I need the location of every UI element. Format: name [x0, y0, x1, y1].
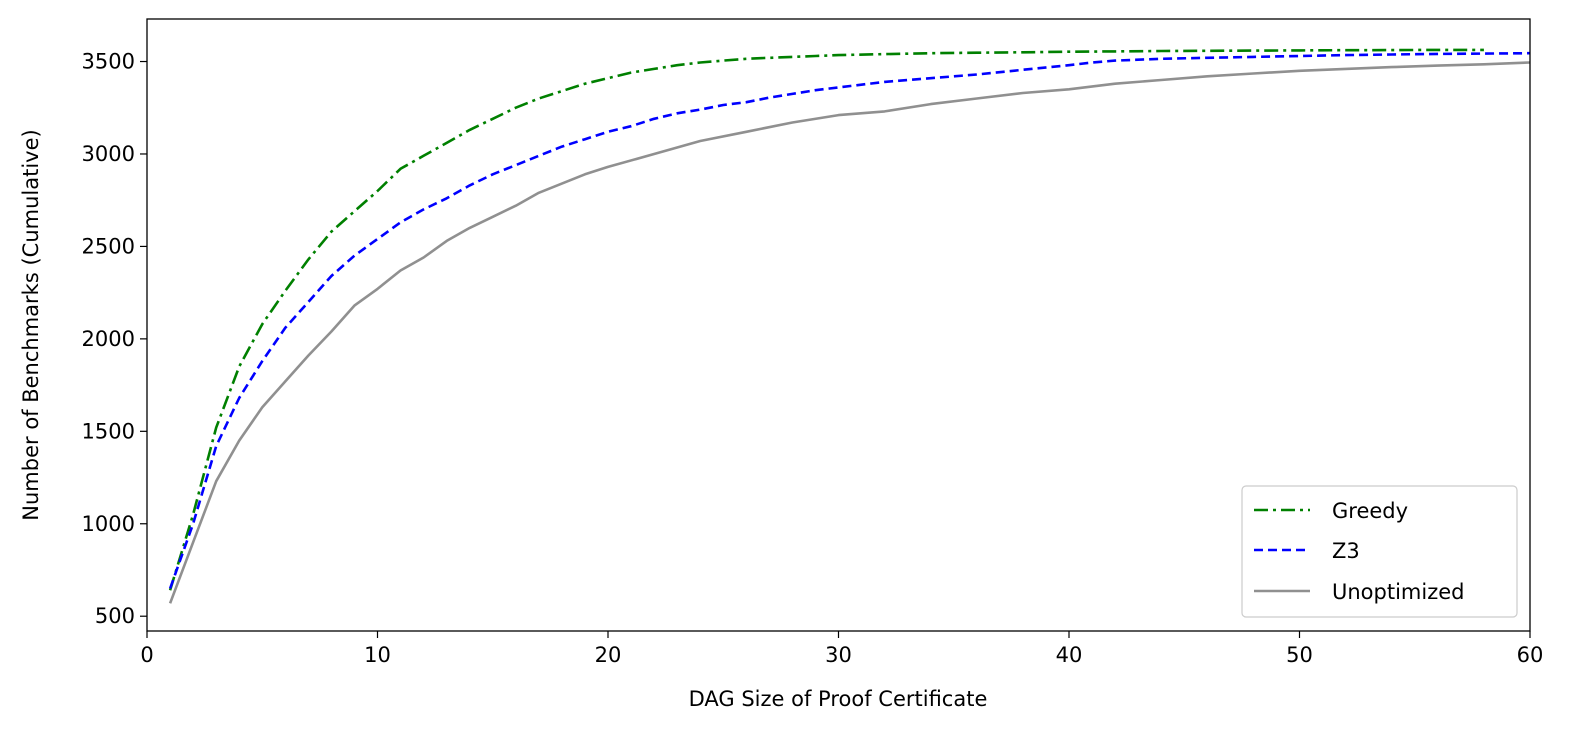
series-line-unoptimized	[168, 61, 1530, 604]
y-tick-label: 1000	[82, 512, 135, 536]
x-tick-label: 20	[595, 643, 622, 667]
legend-box	[1241, 485, 1518, 618]
x-tick-label: 30	[825, 643, 852, 667]
plot-area	[168, 48, 1530, 604]
legend-label-greedy: Greedy	[1332, 499, 1408, 523]
y-tick-label: 1500	[82, 419, 135, 443]
x-axis-title: DAG Size of Proof Certificate	[689, 687, 988, 711]
y-tick-label: 2500	[82, 234, 135, 258]
series-line-z3	[168, 51, 1530, 589]
legend-label-unoptimized: Unoptimized	[1332, 580, 1465, 604]
y-tick-label: 3500	[82, 50, 135, 74]
x-tick-label: 40	[1056, 643, 1083, 667]
y-axis-title: Number of Benchmarks (Cumulative)	[19, 129, 43, 520]
x-tick-label: 50	[1286, 643, 1313, 667]
x-tick-label: 10	[364, 643, 391, 667]
x-tick-label: 60	[1517, 643, 1544, 667]
legend: Greedy Z3 Unoptimized	[1241, 485, 1518, 618]
y-tick-label: 3000	[82, 142, 135, 166]
series-line-greedy	[168, 48, 1484, 591]
axes: 0 10 20 30 40 50 60 500 1000 1500 2000 2500 3000 3500	[82, 18, 1544, 667]
x-tick-label: 0	[140, 643, 153, 667]
y-tick-label: 2000	[82, 327, 135, 351]
y-tick-label: 500	[95, 604, 135, 628]
legend-label-z3: Z3	[1332, 539, 1360, 563]
